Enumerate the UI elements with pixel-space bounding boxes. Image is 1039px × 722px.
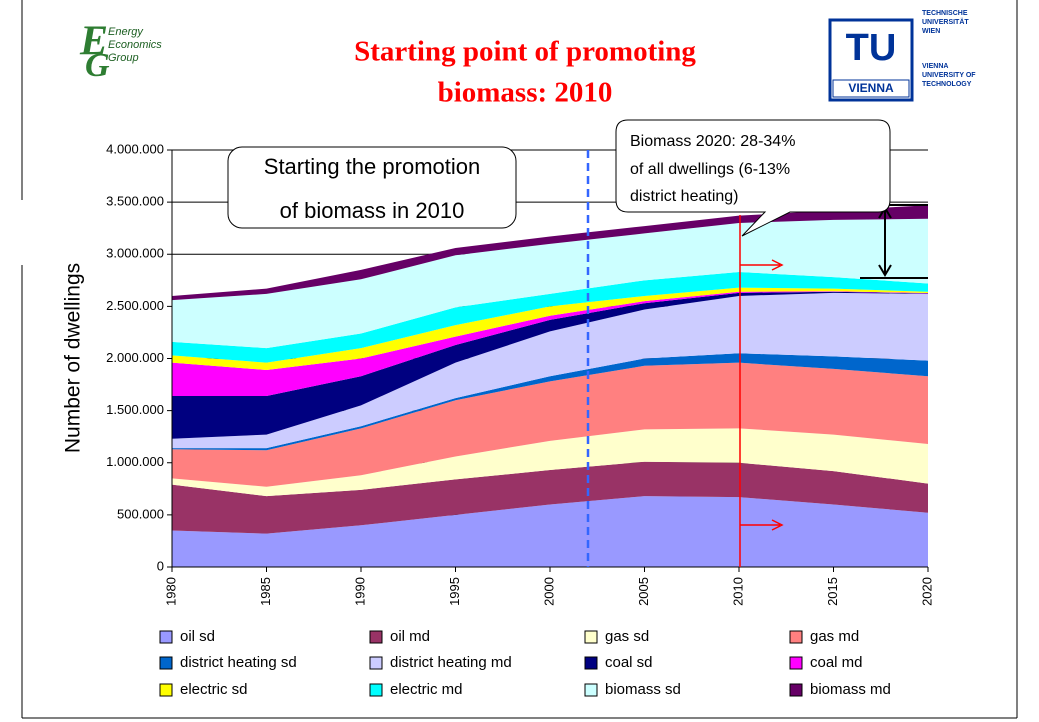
x-tick-label: 1985 xyxy=(258,577,273,606)
y-tick-label: 2.000.000 xyxy=(106,350,164,365)
svg-text:Group: Group xyxy=(108,52,139,64)
title: Starting point of promoting xyxy=(354,36,696,68)
svg-text:Energy: Energy xyxy=(108,26,144,38)
area xyxy=(172,291,928,397)
legend-swatch xyxy=(789,656,803,670)
tu-logo: TU VIENNA TECHNISCHE UNIVERSITÄT WIEN VI… xyxy=(828,10,976,102)
legend-label: biomass md xyxy=(810,681,891,698)
x-tick-label: 1995 xyxy=(447,577,462,606)
area xyxy=(172,496,928,567)
y-tick-label: 500.000 xyxy=(117,506,164,521)
svg-text:TU: TU xyxy=(846,27,897,69)
eeg-logo: E G Energy Economics Group xyxy=(79,19,162,84)
arrow xyxy=(740,519,784,531)
area xyxy=(172,428,928,497)
y-tick-label: 1.500.000 xyxy=(106,402,164,417)
legend-swatch xyxy=(584,656,598,670)
legend-label: oil sd xyxy=(180,628,215,645)
x-tick-label: 2010 xyxy=(730,577,745,606)
svg-text:VIENNA: VIENNA xyxy=(922,63,948,70)
legend-swatch xyxy=(369,630,383,644)
svg-text:UNIVERSITÄT: UNIVERSITÄT xyxy=(922,18,969,26)
svg-text:UNIVERSITY OF: UNIVERSITY OF xyxy=(922,72,976,79)
overlay: Starting the promotion of biomass in 201… xyxy=(227,119,928,567)
area xyxy=(172,292,928,449)
callout-text: Starting the promotion xyxy=(264,154,480,179)
legend: oil sd oil md gas sd gas md district heating… xyxy=(159,628,891,698)
legend-label: coal md xyxy=(810,654,863,671)
area xyxy=(172,353,928,451)
y-axis-label: Number of dwellings xyxy=(62,263,85,453)
callout-text: of all dwellings (6-13% xyxy=(630,161,790,178)
callout xyxy=(227,146,517,229)
legend-label: gas md xyxy=(810,628,859,645)
title: biomass: 2010 xyxy=(438,77,613,109)
area xyxy=(172,271,928,363)
y-tick-label: 3.500.000 xyxy=(106,194,164,209)
legend-label: coal sd xyxy=(605,654,653,671)
svg-text:TECHNOLOGY: TECHNOLOGY xyxy=(922,81,972,88)
legend-label: district heating md xyxy=(390,654,512,671)
x-tick-label: 1990 xyxy=(352,577,367,606)
x-tick-label: 2020 xyxy=(919,577,934,606)
legend-label: oil md xyxy=(390,628,430,645)
legend-label: electric md xyxy=(390,681,463,698)
svg-text:G: G xyxy=(85,47,110,84)
x-tick-label: 1980 xyxy=(163,577,178,606)
y-tick-label: 4.000.000 xyxy=(106,141,164,156)
x-tick-label: 2005 xyxy=(636,577,651,606)
legend-swatch xyxy=(789,630,803,644)
area xyxy=(172,362,928,487)
legend-swatch xyxy=(789,683,803,697)
area xyxy=(172,287,928,370)
svg-text:TECHNISCHE: TECHNISCHE xyxy=(922,10,968,17)
legend-swatch xyxy=(159,656,173,670)
callout-text: district heating) xyxy=(630,188,739,205)
legend-label: gas sd xyxy=(605,628,649,645)
area xyxy=(172,205,928,301)
y-tick-label: 3.000.000 xyxy=(106,246,164,261)
legend-label: district heating sd xyxy=(180,654,297,671)
callout-text: Biomass 2020: 28-34% xyxy=(630,133,795,150)
y-tick-label: 1.000.000 xyxy=(106,454,164,469)
y-tick-label: 0 xyxy=(157,558,164,573)
x-tick-label: 2015 xyxy=(825,577,840,606)
y-tick-label: 2.500.000 xyxy=(106,298,164,313)
legend-swatch xyxy=(159,683,173,697)
legend-swatch xyxy=(369,656,383,670)
area xyxy=(172,291,928,439)
legend-label: electric sd xyxy=(180,681,248,698)
svg-text:E: E xyxy=(79,19,108,65)
svg-text:VIENNA: VIENNA xyxy=(848,81,894,95)
legend-swatch xyxy=(584,683,598,697)
svg-text:Economics: Economics xyxy=(108,39,162,51)
legend-swatch xyxy=(159,630,173,644)
legend-swatch xyxy=(369,683,383,697)
plot: 0 500.000 1.000.000 1.500.000 2.000.000 2.500… xyxy=(106,141,934,605)
svg-text:WIEN: WIEN xyxy=(922,28,940,35)
legend-swatch xyxy=(584,630,598,644)
area xyxy=(172,461,928,534)
x-tick-label: 2000 xyxy=(541,577,556,606)
legend-label: biomass sd xyxy=(605,681,681,698)
arrow xyxy=(740,259,784,271)
area xyxy=(172,218,928,349)
callout xyxy=(615,119,891,237)
callout-text: of biomass in 2010 xyxy=(280,198,465,223)
